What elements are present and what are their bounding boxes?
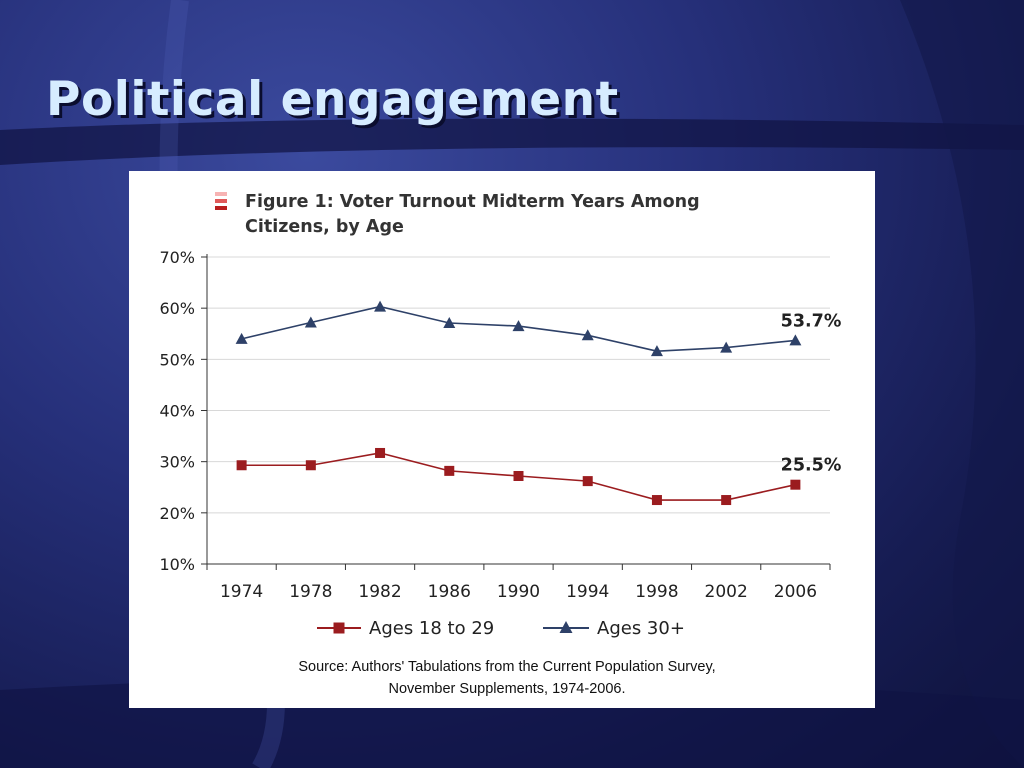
data-point-ages-18-to-29 [305, 460, 316, 471]
data-point-ages-18-to-29 [236, 460, 247, 471]
data-point-ages-30 [235, 332, 248, 344]
data-point-ages-30 [650, 345, 663, 357]
x-tick-label: 1990 [497, 582, 540, 602]
x-tick-label: 2002 [705, 582, 748, 602]
figure-icon [215, 192, 227, 210]
y-tick-label: 20% [159, 504, 195, 523]
data-point-ages-18-to-29 [375, 447, 386, 458]
chart-card: Figure 1: Voter Turnout Midterm Years Am… [129, 171, 875, 708]
data-point-ages-18-to-29 [582, 476, 593, 487]
slide-title: Political engagement [46, 72, 619, 127]
source-line-2: November Supplements, 1974-2006. [389, 681, 626, 697]
x-tick-label: 1994 [566, 582, 609, 602]
axes: 10% 20% 30% 40% 50% 60% 70% 1974 1978 1982 1986 199… [159, 248, 831, 602]
data-labels: 25.5% 53.7% [781, 311, 842, 475]
x-tick-label: 1974 [220, 582, 263, 602]
data-point-ages-18-to-29 [444, 465, 455, 476]
y-tick-label: 40% [159, 402, 195, 421]
line-chart: Figure 1: Voter Turnout Midterm Years Am… [159, 192, 842, 697]
legend-marker-triangle [559, 621, 573, 633]
data-point-ages-18-to-29 [721, 495, 732, 506]
legend-label-ages-30-plus: Ages 30+ [597, 618, 685, 639]
legend: Ages 18 to 29 Ages 30+ [317, 618, 685, 639]
x-tick-label: 1986 [428, 582, 471, 602]
end-label-ages-18-to-29: 25.5% [781, 456, 842, 476]
chart-title-line-1: Figure 1: Voter Turnout Midterm Years Am… [245, 192, 700, 212]
data-point-ages-30 [581, 329, 594, 341]
y-tick-label: 30% [159, 453, 195, 472]
x-tick-label: 1978 [289, 582, 332, 602]
x-tick-label: 2006 [774, 582, 817, 602]
background-swoosh [0, 118, 1024, 165]
data-point-ages-30 [443, 317, 456, 329]
data-point-ages-18-to-29 [790, 479, 801, 490]
figure-icon-bar-2 [215, 199, 227, 203]
legend-label-ages-18-29: Ages 18 to 29 [369, 618, 494, 639]
legend-marker-square [333, 622, 345, 634]
background-curve-right [900, 0, 1024, 768]
figure-icon-bar-3 [215, 206, 227, 210]
end-label-ages-30: 53.7% [781, 311, 842, 331]
data-point-ages-30 [304, 316, 317, 328]
data-point-ages-18-to-29 [513, 470, 524, 481]
data-point-ages-30 [720, 341, 733, 353]
source-line-1: Source: Authors' Tabulations from the Cu… [298, 659, 715, 675]
figure-icon-bar-1 [215, 192, 227, 196]
data-point-ages-30 [512, 320, 525, 332]
data-point-ages-30 [374, 300, 387, 312]
y-tick-label: 70% [159, 248, 195, 267]
y-tick-label: 60% [159, 299, 195, 318]
y-tick-label: 50% [159, 350, 195, 369]
y-tick-label: 10% [159, 555, 195, 574]
x-tick-label: 1982 [358, 582, 401, 602]
x-tick-label: 1998 [635, 582, 678, 602]
series-lines [235, 300, 802, 506]
data-point-ages-18-to-29 [651, 495, 662, 506]
data-point-ages-30 [789, 334, 802, 346]
chart-title-line-2: Citizens, by Age [245, 217, 404, 237]
